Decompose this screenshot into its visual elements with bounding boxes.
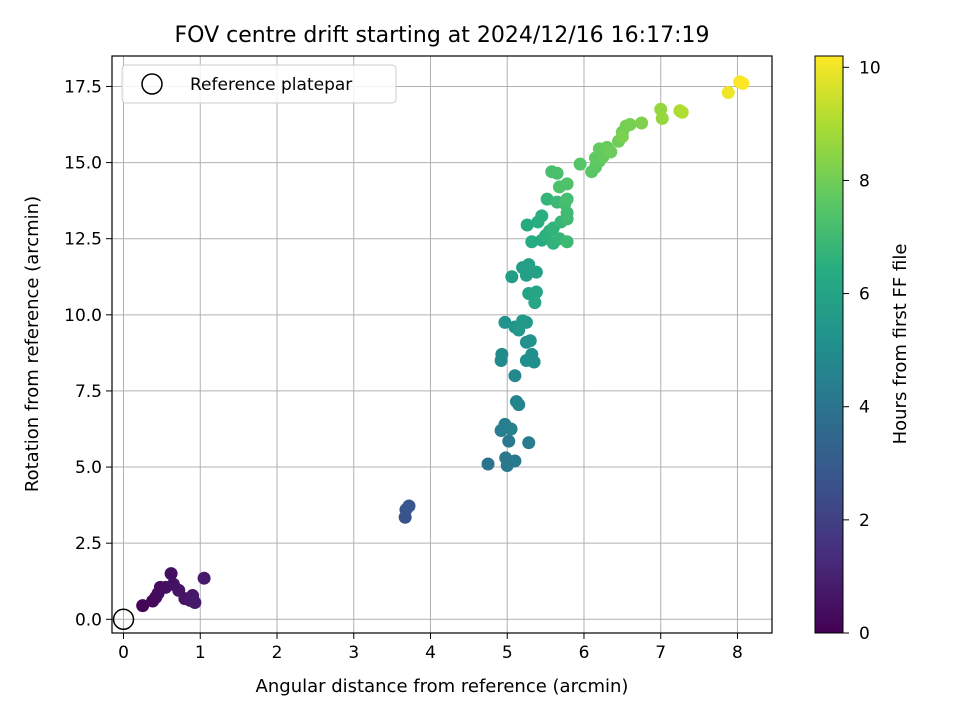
colorbar-tick-label: 4	[859, 398, 870, 418]
colorbar-ticks: 0 2 4 6 8 10	[843, 58, 881, 644]
data-point	[573, 157, 587, 171]
y-tick-label: 2.5	[75, 534, 102, 554]
data-point	[675, 105, 689, 119]
x-axis-label: Angular distance from reference (arcmin)	[256, 676, 629, 697]
data-point	[523, 334, 537, 348]
data-point	[164, 567, 178, 581]
colorbar: 0 2 4 6 8 10 Hours from first FF file	[814, 55, 911, 644]
data-point	[560, 235, 574, 249]
colorbar-tick-label: 10	[859, 58, 881, 78]
data-point	[504, 422, 518, 436]
data-point	[508, 369, 522, 383]
y-tick-label: 15.0	[64, 154, 102, 174]
plot-frame	[111, 55, 773, 634]
y-tick-label: 10.0	[64, 306, 102, 326]
data-point	[136, 599, 150, 613]
y-tick-label: 5.0	[75, 458, 102, 478]
x-tick-label: 1	[195, 643, 206, 663]
data-point	[540, 192, 554, 206]
y-tick-label: 7.5	[75, 382, 102, 402]
x-tick-label: 2	[272, 643, 283, 663]
data-point	[197, 571, 211, 585]
colorbar-tick-label: 2	[859, 511, 870, 531]
grid-lines	[112, 56, 772, 633]
chart-title: FOV centre drift starting at 2024/12/16 …	[175, 23, 710, 48]
legend-label: Reference platepar	[190, 75, 352, 95]
x-tick-label: 6	[579, 643, 590, 663]
legend: Reference platepar	[121, 64, 397, 104]
data-point	[520, 218, 534, 232]
colorbar-label: Hours from first FF file	[890, 244, 911, 445]
data-point	[505, 270, 519, 284]
data-point	[535, 209, 549, 223]
data-point	[655, 111, 669, 125]
data-point	[522, 436, 536, 450]
x-tick-label: 8	[732, 643, 743, 663]
data-point	[495, 347, 509, 361]
x-axis-ticks: 0 1 2 3 4 5 6 7 8	[118, 633, 743, 663]
data-point	[519, 315, 533, 329]
colorbar-tick-label: 8	[859, 171, 870, 191]
data-point	[721, 86, 735, 100]
data-point	[481, 457, 495, 471]
data-point	[736, 76, 750, 90]
y-axis-label: Rotation from reference (arcmin)	[22, 196, 43, 492]
x-tick-label: 3	[348, 643, 359, 663]
data-points	[136, 75, 750, 613]
data-point	[498, 315, 512, 329]
data-point	[615, 130, 629, 144]
data-point	[528, 296, 542, 310]
reference-point	[112, 608, 135, 631]
x-tick-label: 4	[425, 643, 436, 663]
colorbar-tick-label: 6	[859, 285, 870, 305]
x-tick-label: 5	[502, 643, 513, 663]
data-point	[502, 434, 516, 448]
data-point	[529, 265, 543, 279]
x-tick-label: 7	[655, 643, 666, 663]
legend-reference-marker	[141, 73, 163, 95]
colorbar-gradient	[814, 55, 844, 634]
data-point	[188, 596, 202, 610]
data-point	[402, 499, 416, 513]
y-tick-label: 17.5	[64, 77, 102, 97]
x-tick-label: 0	[118, 643, 129, 663]
data-point	[508, 454, 522, 468]
data-point	[527, 355, 541, 369]
data-point	[560, 192, 574, 206]
data-point	[560, 177, 574, 191]
data-point	[519, 268, 533, 282]
data-point	[550, 166, 564, 180]
data-point	[635, 116, 649, 130]
data-point	[525, 235, 539, 249]
reference-marker	[112, 608, 135, 631]
data-point	[529, 285, 543, 299]
y-tick-label: 0.0	[75, 610, 102, 630]
data-point	[604, 145, 618, 159]
y-axis-ticks: 0.0 2.5 5.0 7.5 10.0 12.5 15.0 17.5	[64, 77, 112, 630]
data-point	[512, 398, 526, 412]
y-tick-label: 12.5	[64, 230, 102, 250]
legend-box	[121, 64, 397, 104]
data-point	[623, 118, 637, 132]
colorbar-tick-label: 0	[859, 624, 870, 644]
